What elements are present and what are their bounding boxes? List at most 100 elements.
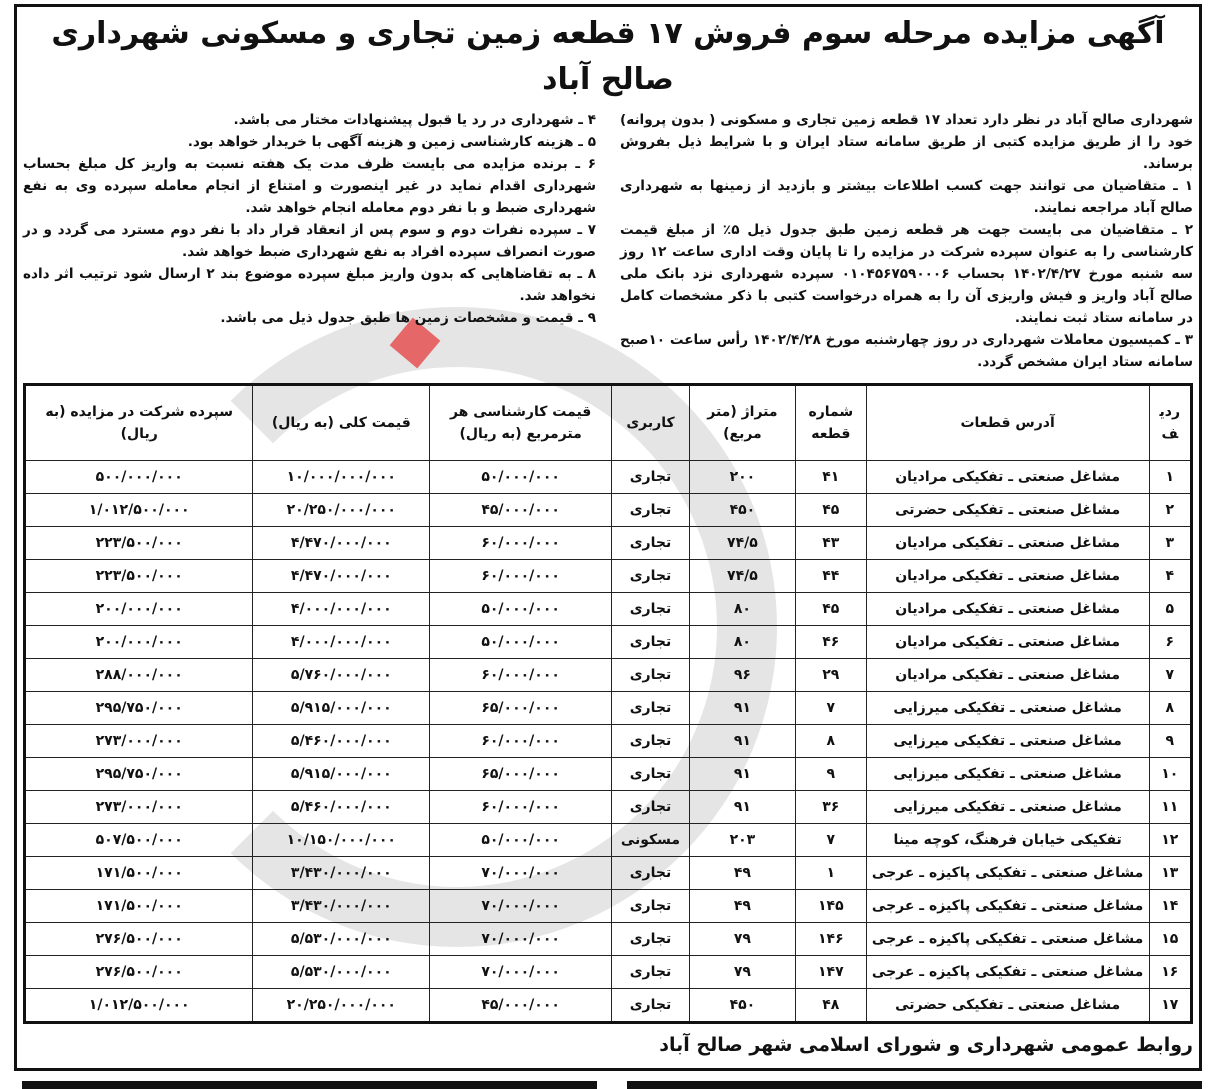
table-row: ۱۲ تفکیکی خیابان فرهنگ، کوچه مینا ۷ ۲۰۳ مسکو… (23, 823, 1193, 857)
cell-plot-number: ۴۸ (794, 988, 867, 1023)
cell-plot-number: ۳۶ (794, 790, 867, 824)
cell-area: ۷۴/۵ (688, 559, 796, 593)
cell-address: مشاغل صنعتی ـ تفکیکی مرادیان (865, 625, 1150, 659)
cell-unit-price: ۷۰/۰۰۰/۰۰۰ (429, 889, 613, 923)
table-row: ۱۰ مشاغل صنعتی ـ تفکیکی میرزایی ۹ ۹۱ تجاری ۶۵… (23, 757, 1193, 791)
cell-row-number: ۵ (1148, 592, 1193, 626)
condition-2: ۲ ـ متقاضیان می بایست جهت هر قطعه زمین ط… (620, 222, 1193, 326)
cell-total-price: ۱۰/۱۵۰/۰۰۰/۰۰۰ (252, 823, 431, 857)
cell-area: ۹۱ (688, 691, 796, 725)
cell-deposit: ۵۰۷/۵۰۰/۰۰۰ (23, 823, 254, 857)
header-row-number: ردیف (1148, 384, 1193, 461)
cell-area: ۷۹ (688, 922, 796, 956)
cell-plot-number: ۴۶ (794, 625, 867, 659)
cell-deposit: ۵۰۰/۰۰۰/۰۰۰ (23, 460, 254, 494)
cell-address: مشاغل صنعتی ـ تفکیکی مرادیان (865, 460, 1150, 494)
cell-unit-price: ۶۰/۰۰۰/۰۰۰ (429, 526, 613, 560)
cell-deposit: ۲۷۳/۰۰۰/۰۰۰ (23, 724, 254, 758)
table-row: ۱۵ مشاغل صنعتی ـ تفکیکی پاکیزه ـ عرجی ۱۴۶ ۷… (23, 922, 1193, 956)
cell-deposit: ۲۹۵/۷۵۰/۰۰۰ (23, 757, 254, 791)
cell-plot-number: ۷ (794, 691, 867, 725)
header-area: متراژ (متر مربع) (688, 384, 796, 461)
cell-plot-number: ۴۴ (794, 559, 867, 593)
condition-3: ۳ ـ کمیسیون معاملات شهرداری در روز چهارش… (620, 332, 1193, 370)
cell-address: مشاغل صنعتی ـ تفکیکی مرادیان (865, 559, 1150, 593)
table-row: ۵ مشاغل صنعتی ـ تفکیکی مرادیان ۴۵ ۸۰ تجاری ۵۰… (23, 592, 1193, 626)
cell-deposit: ۱۷۱/۵۰۰/۰۰۰ (23, 856, 254, 890)
cell-usage: تجاری (611, 922, 690, 956)
header-total-price: قیمت کلی (به ریال) (252, 384, 431, 461)
cell-address: مشاغل صنعتی ـ تفکیکی حضرتی (865, 988, 1150, 1023)
condition-7: ۷ ـ سپرده نفرات دوم و سوم پس از انعقاد ق… (23, 222, 596, 260)
cell-area: ۷۹ (688, 955, 796, 989)
cell-unit-price: ۴۵/۰۰۰/۰۰۰ (429, 988, 613, 1023)
bottom-rule-right (627, 1081, 1202, 1089)
cell-total-price: ۳/۴۳۰/۰۰۰/۰۰۰ (252, 856, 431, 890)
cell-unit-price: ۴۵/۰۰۰/۰۰۰ (429, 493, 613, 527)
cell-usage: تجاری (611, 889, 690, 923)
cell-address: مشاغل صنعتی ـ تفکیکی پاکیزه ـ عرجی (865, 955, 1150, 989)
cell-unit-price: ۵۰/۰۰۰/۰۰۰ (429, 625, 613, 659)
condition-8: ۸ ـ به تقاضاهایی که بدون واریز مبلغ سپرد… (23, 266, 597, 304)
cell-area: ۸۰ (688, 625, 796, 659)
cell-plot-number: ۴۵ (794, 592, 867, 626)
cell-total-price: ۵/۴۶۰/۰۰۰/۰۰۰ (252, 790, 431, 824)
cell-unit-price: ۵۰/۰۰۰/۰۰۰ (429, 460, 613, 494)
table-row: ۷ مشاغل صنعتی ـ تفکیکی مرادیان ۲۹ ۹۶ تجاری ۶۰… (23, 658, 1193, 692)
table-row: ۱۱ مشاغل صنعتی ـ تفکیکی میرزایی ۳۶ ۹۱ تجاری ۶… (23, 790, 1193, 824)
cell-total-price: ۲۰/۲۵۰/۰۰۰/۰۰۰ (252, 493, 431, 527)
cell-deposit: ۲۷۳/۰۰۰/۰۰۰ (23, 790, 254, 824)
cell-plot-number: ۱ (794, 856, 867, 890)
cell-usage: تجاری (611, 757, 690, 791)
cell-row-number: ۱۶ (1148, 955, 1193, 989)
cell-total-price: ۴/۰۰۰/۰۰۰/۰۰۰ (252, 592, 431, 626)
cell-row-number: ۱۳ (1148, 856, 1193, 890)
cell-total-price: ۵/۹۱۵/۰۰۰/۰۰۰ (252, 691, 431, 725)
cell-row-number: ۱۵ (1148, 922, 1193, 956)
cell-deposit: ۲۲۳/۵۰۰/۰۰۰ (23, 526, 254, 560)
cell-total-price: ۴/۴۷۰/۰۰۰/۰۰۰ (252, 559, 431, 593)
header-deposit: سپرده شرکت در مزایده (به ریال) (23, 384, 254, 461)
cell-usage: تجاری (611, 856, 690, 890)
cell-deposit: ۲۰۰/۰۰۰/۰۰۰ (23, 625, 254, 659)
conditions-left-column: ۴ ـ شهرداری در رد یا قبول پیشنهادات مختا… (23, 109, 596, 373)
cell-row-number: ۱۰ (1148, 757, 1193, 791)
cell-area: ۹۱ (688, 757, 796, 791)
cell-total-price: ۴/۴۷۰/۰۰۰/۰۰۰ (252, 526, 431, 560)
cell-unit-price: ۶۵/۰۰۰/۰۰۰ (429, 757, 613, 791)
cell-row-number: ۸ (1148, 691, 1193, 725)
cell-unit-price: ۷۰/۰۰۰/۰۰۰ (429, 922, 613, 956)
cell-unit-price: ۶۰/۰۰۰/۰۰۰ (429, 724, 613, 758)
cell-address: تفکیکی خیابان فرهنگ، کوچه مینا (865, 823, 1150, 857)
table-row: ۳ مشاغل صنعتی ـ تفکیکی مرادیان ۴۳ ۷۴/۵ تجاری… (23, 526, 1193, 560)
bottom-rule-left (22, 1081, 597, 1089)
cell-area: ۹۶ (688, 658, 796, 692)
cell-total-price: ۵/۵۳۰/۰۰۰/۰۰۰ (252, 955, 431, 989)
cell-row-number: ۱۲ (1148, 823, 1193, 857)
cell-address: مشاغل صنعتی ـ تفکیکی میرزایی (865, 691, 1150, 725)
cell-usage: تجاری (611, 691, 690, 725)
cell-plot-number: ۸ (794, 724, 867, 758)
cell-unit-price: ۶۰/۰۰۰/۰۰۰ (429, 790, 613, 824)
cell-unit-price: ۷۰/۰۰۰/۰۰۰ (429, 955, 613, 989)
cell-unit-price: ۶۰/۰۰۰/۰۰۰ (429, 658, 613, 692)
cell-plot-number: ۴۵ (794, 493, 867, 527)
cell-row-number: ۴ (1148, 559, 1193, 593)
cell-row-number: ۷ (1148, 658, 1193, 692)
cell-usage: تجاری (611, 955, 690, 989)
cell-plot-number: ۷ (794, 823, 867, 857)
cell-address: مشاغل صنعتی ـ تفکیکی پاکیزه ـ عرجی (865, 889, 1150, 923)
cell-plot-number: ۹ (794, 757, 867, 791)
cell-unit-price: ۶۵/۰۰۰/۰۰۰ (429, 691, 613, 725)
cell-area: ۴۹ (688, 856, 796, 890)
ad-border: آگهی مزایده مرحله سوم فروش ۱۷ قطعه زمین … (14, 4, 1202, 1071)
cell-row-number: ۱۷ (1148, 988, 1193, 1023)
header-usage: کاربری (611, 384, 690, 461)
condition-1: ۱ ـ متقاضیان می توانند جهت کسب اطلاعات ب… (620, 178, 1193, 216)
cell-plot-number: ۴۱ (794, 460, 867, 494)
footer-signature: روابط عمومی شهرداری و شورای اسلامی شهر ص… (659, 1034, 1193, 1056)
cell-deposit: ۲۹۵/۷۵۰/۰۰۰ (23, 691, 254, 725)
cell-plot-number: ۱۴۵ (794, 889, 867, 923)
cell-deposit: ۱/۰۱۲/۵۰۰/۰۰۰ (23, 988, 254, 1023)
cell-plot-number: ۱۴۶ (794, 922, 867, 956)
